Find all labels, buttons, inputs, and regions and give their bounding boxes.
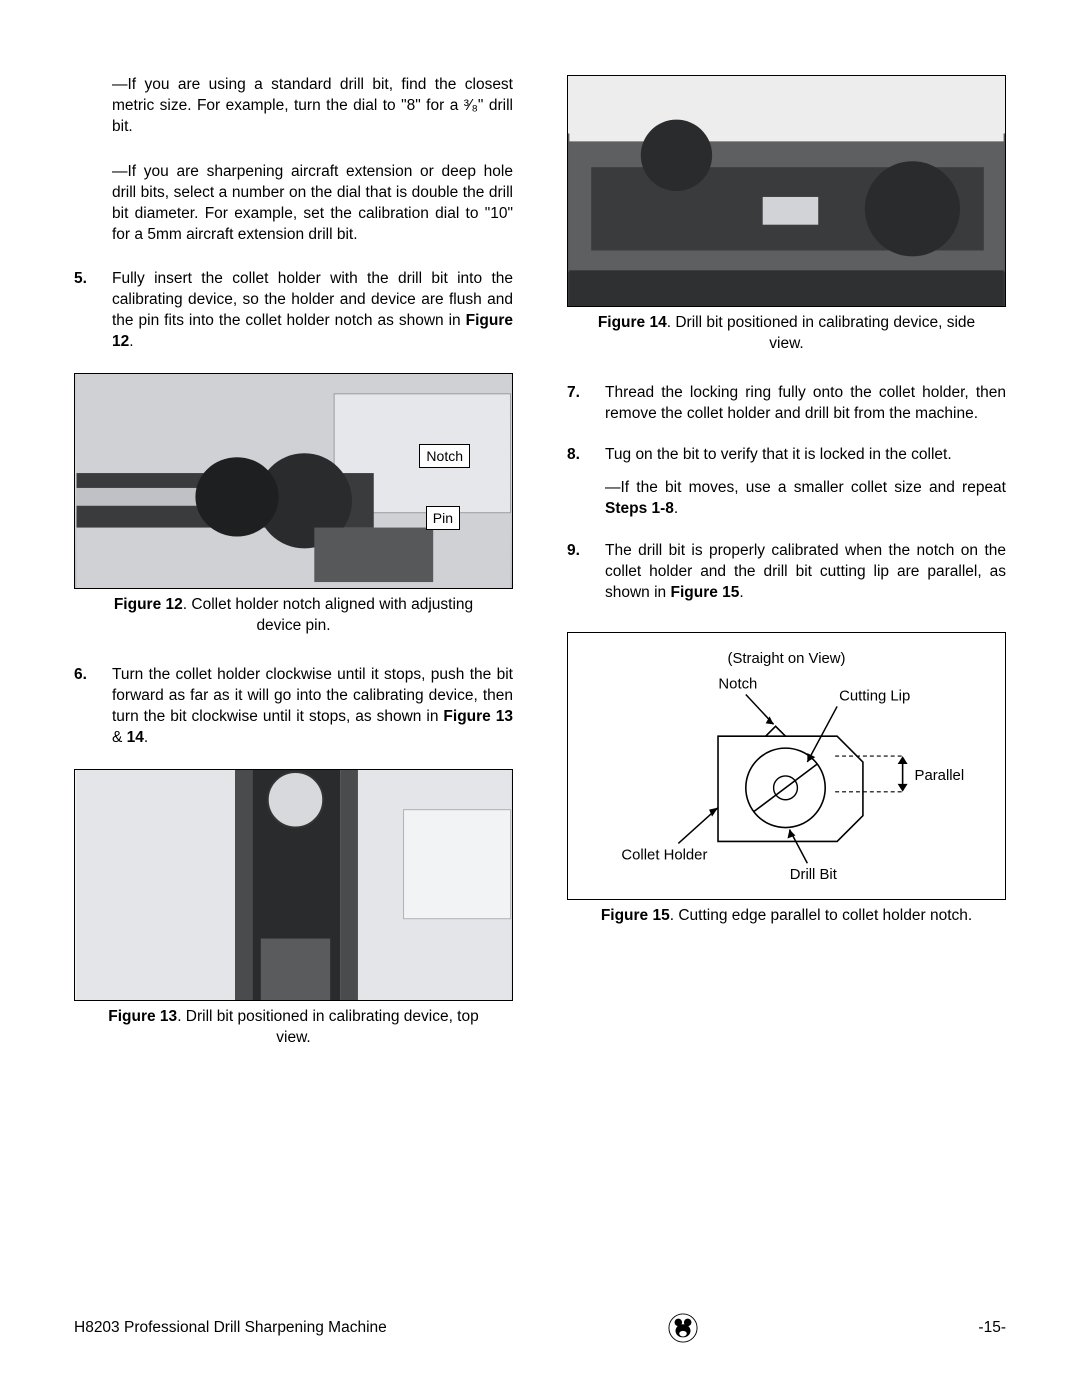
figure-14 (567, 75, 1006, 307)
label-straight-view: (Straight on View) (728, 651, 846, 667)
footer-logo-icon (668, 1313, 698, 1343)
figure-12: Notch Pin (74, 373, 513, 589)
caption-label: Figure 15 (601, 907, 670, 924)
step-5: 5. Fully insert the collet holder with t… (74, 269, 513, 353)
caption-label: Figure 14 (598, 314, 667, 331)
step-number: 8. (567, 445, 605, 466)
page-footer: H8203 Professional Drill Sharpening Mach… (74, 1313, 1006, 1343)
two-column-layout: —If you are using a standard drill bit, … (74, 75, 1006, 1077)
step-7: 7. Thread the locking ring fully onto th… (567, 383, 1006, 425)
step-9: 9. The drill bit is properly calibrated … (567, 541, 1006, 604)
left-column: —If you are using a standard drill bit, … (74, 75, 513, 1077)
footer-title: H8203 Professional Drill Sharpening Mach… (74, 1318, 387, 1339)
figure-ref: Figure 13 (443, 708, 513, 725)
caption-text: . Drill bit positioned in calibrating de… (667, 314, 975, 352)
right-column: Figure 14. Drill bit positioned in calib… (567, 75, 1006, 1077)
label-drill-bit: Drill Bit (790, 867, 838, 883)
text-run: & (112, 729, 127, 746)
caption-text: . Cutting edge parallel to collet holder… (670, 907, 972, 924)
footer-page-number: -15- (978, 1318, 1006, 1339)
callout-notch: Notch (419, 444, 470, 468)
text-run: —If the bit moves, use a smaller collet … (605, 479, 1006, 496)
sub-bullet-1: —If you are using a standard drill bit, … (112, 75, 513, 138)
text-run: . (144, 729, 148, 746)
figure-14-caption: Figure 14. Drill bit positioned in calib… (567, 313, 1006, 355)
figure-ref: Figure 15 (670, 584, 739, 601)
step-8-sub: —If the bit moves, use a smaller collet … (605, 478, 1006, 520)
caption-label: Figure 13 (108, 1008, 177, 1025)
figure-ref: 14 (127, 729, 144, 746)
figure-15-caption: Figure 15. Cutting edge parallel to coll… (567, 906, 1006, 927)
label-parallel: Parallel (915, 768, 965, 784)
caption-label: Figure 12 (114, 596, 183, 613)
callout-pin: Pin (426, 506, 460, 530)
step-number: 7. (567, 383, 605, 425)
step-text: Turn the collet holder clockwise until i… (112, 665, 513, 749)
figure-14-illustration (568, 76, 1005, 306)
text-run: Fully insert the collet holder with the … (112, 270, 513, 329)
figure-13-caption: Figure 13. Drill bit positioned in calib… (74, 1007, 513, 1049)
label-collet-holder-1: Collet Holder (621, 848, 707, 864)
step-text: Fully insert the collet holder with the … (112, 269, 513, 353)
step-6: 6. Turn the collet holder clockwise unti… (74, 665, 513, 749)
figure-12-illustration (75, 374, 512, 588)
figure-13 (74, 769, 513, 1001)
step-number: 5. (74, 269, 112, 353)
label-cutting-lip: Cutting Lip (839, 689, 910, 705)
step-text: The drill bit is properly calibrated whe… (605, 541, 1006, 604)
figure-15: (Straight on View) Notch Cutting Lip Par… (567, 632, 1006, 900)
figure-12-caption: Figure 12. Collet holder notch aligned w… (74, 595, 513, 637)
caption-text: . Collet holder notch aligned with adjus… (183, 596, 473, 634)
text-run: . (739, 584, 743, 601)
step-8: 8. Tug on the bit to verify that it is l… (567, 445, 1006, 466)
step-text: Thread the locking ring fully onto the c… (605, 383, 1006, 425)
steps-ref: Steps 1-8 (605, 500, 674, 517)
caption-text: . Drill bit positioned in calibrating de… (177, 1008, 479, 1046)
step-number: 6. (74, 665, 112, 749)
label-notch: Notch (718, 677, 757, 693)
figure-15-diagram: (Straight on View) Notch Cutting Lip Par… (568, 633, 1005, 899)
text-run: The drill bit is properly calibrated whe… (605, 542, 1006, 601)
text-run: . (674, 500, 678, 517)
step-number: 9. (567, 541, 605, 604)
step-text: Tug on the bit to verify that it is lock… (605, 445, 1006, 466)
figure-13-illustration (75, 770, 512, 1000)
sub-bullet-2: —If you are sharpening aircraft extensio… (112, 162, 513, 246)
text-run: . (129, 333, 133, 350)
